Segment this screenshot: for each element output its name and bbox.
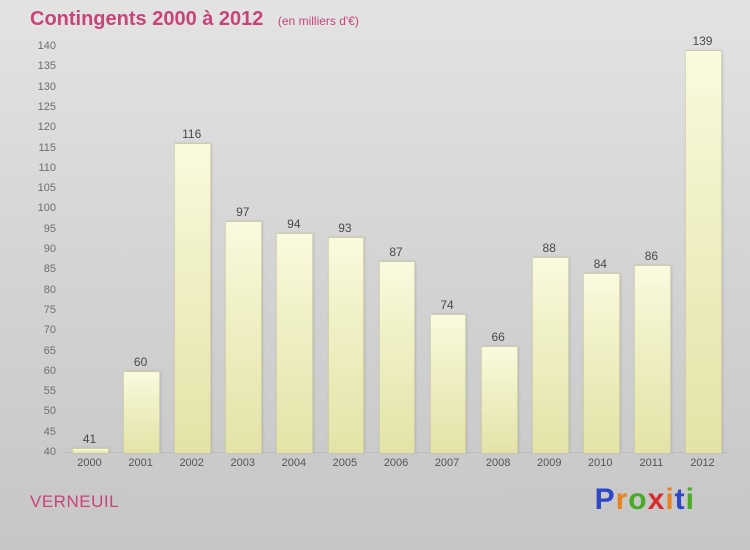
bar-2008: [480, 346, 518, 453]
y-axis-tick: 85: [43, 263, 56, 276]
y-axis-tick: 100: [37, 202, 56, 215]
x-axis-tick: 2008: [485, 457, 511, 469]
y-axis-tick: 80: [43, 283, 56, 296]
bar-value-label: 139: [692, 34, 713, 49]
y-axis-tick: 45: [43, 425, 56, 438]
chart-subtitle: (en milliers d'€): [277, 14, 359, 28]
bar-value-label: 86: [644, 249, 659, 264]
chart-title: Contingents 2000 à 2012: [30, 8, 264, 30]
bar-2012: [685, 50, 722, 453]
logo-letter: x: [647, 483, 666, 516]
logo-letter: o: [628, 483, 648, 516]
x-axis-tick: 2009: [536, 457, 562, 469]
bar-value-label: 84: [593, 257, 607, 272]
bar-value-label: 116: [182, 127, 202, 142]
x-axis-tick: 2010: [588, 457, 613, 469]
bar-2002: [174, 143, 212, 453]
y-axis-tick: 130: [37, 80, 56, 93]
x-axis-tick: 2006: [383, 457, 409, 469]
x-axis-tick: 2003: [230, 457, 255, 469]
bar-value-label: 66: [491, 330, 505, 345]
x-axis-tick: 2012: [690, 457, 715, 469]
logo-letter: r: [615, 483, 629, 516]
bar-2010: [582, 273, 620, 453]
bar-value-label: 88: [542, 241, 556, 256]
logo-letter: i: [665, 483, 675, 516]
y-axis-tick: 55: [43, 385, 56, 398]
x-axis-tick: 2001: [128, 457, 153, 469]
y-axis-tick: 40: [43, 446, 56, 458]
bar-2000: [72, 447, 109, 453]
y-axis-tick: 65: [43, 344, 56, 357]
bar-2001: [123, 370, 160, 453]
x-axis-tick: 2002: [179, 457, 204, 469]
bar-value-label: 97: [236, 204, 250, 219]
y-axis-tick: 115: [38, 141, 56, 154]
y-axis-tick: 120: [37, 121, 56, 134]
bar-value-label: 93: [338, 220, 352, 235]
bar-2007: [429, 313, 467, 453]
y-axis-tick: 140: [37, 40, 56, 52]
place-label: VERNEUIL: [30, 492, 120, 511]
y-axis-tick: 105: [37, 182, 56, 195]
x-axis-tick: 2011: [639, 457, 664, 469]
x-axis-tick: 2005: [332, 457, 358, 469]
x-axis-tick: 2007: [434, 457, 460, 469]
logo-letter: i: [685, 483, 695, 516]
y-axis-tick: 90: [43, 243, 56, 255]
bar-value-label: 60: [133, 354, 148, 369]
bar-value-label: 74: [440, 297, 454, 312]
bar-value-label: 94: [287, 216, 301, 231]
chart-header: Contingents 2000 à 2012 (en milliers d'€…: [30, 8, 359, 31]
x-axis-tick: 2004: [281, 457, 307, 469]
bar-2003: [225, 220, 263, 453]
bar-2004: [276, 232, 314, 453]
y-axis-tick: 75: [43, 303, 56, 316]
bar-2005: [327, 236, 365, 453]
proxiti-logo[interactable]: Proxiti: [595, 483, 695, 517]
y-axis-tick: 95: [43, 222, 56, 235]
y-axis-tick: 70: [43, 324, 56, 337]
y-axis-tick: 125: [37, 100, 56, 113]
bar-value-label: 87: [389, 245, 403, 260]
y-axis-tick: 135: [37, 60, 56, 73]
x-axis-tick: 2000: [77, 457, 102, 469]
logo-letter: P: [594, 483, 616, 516]
bar-2009: [531, 257, 569, 453]
bar-2011: [634, 265, 671, 453]
y-axis-tick: 60: [43, 364, 56, 377]
y-axis-tick: 110: [38, 161, 56, 174]
bar-2006: [378, 261, 416, 453]
bar-value-label: 41: [82, 431, 97, 446]
logo-letter: t: [674, 483, 686, 516]
y-axis-tick: 50: [43, 405, 56, 418]
